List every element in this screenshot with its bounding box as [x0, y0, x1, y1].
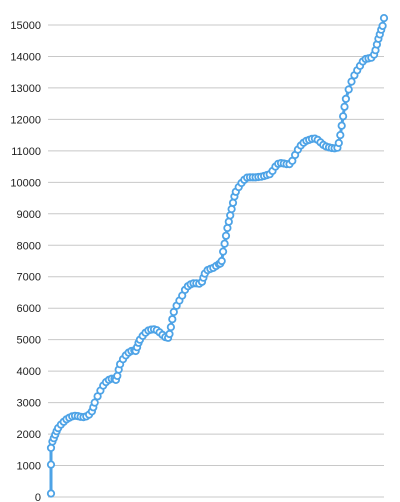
- data-point: [113, 371, 122, 380]
- y-tick-label: 1000: [17, 461, 41, 473]
- y-tick-label: 15000: [10, 20, 41, 32]
- data-point: [220, 239, 229, 248]
- y-tick-label: 2000: [17, 429, 41, 441]
- gridlines: [48, 24, 384, 498]
- y-tick-label: 9000: [17, 209, 41, 221]
- y-tick-label: 0: [35, 492, 41, 502]
- data-point: [168, 315, 177, 324]
- data-point: [378, 21, 387, 30]
- y-tick-label: 10000: [10, 177, 41, 189]
- data-point: [224, 217, 233, 226]
- y-tick-label: 5000: [17, 335, 41, 347]
- data-point: [223, 223, 232, 233]
- data-point: [166, 322, 175, 332]
- y-tick-label: 8000: [17, 240, 41, 252]
- y-tick-label: 13000: [10, 83, 41, 95]
- data-point: [46, 460, 56, 469]
- data-point: [344, 85, 353, 94]
- data-point: [228, 198, 238, 207]
- data-point: [90, 398, 99, 407]
- y-tick-label: 14000: [10, 51, 41, 63]
- data-point: [165, 329, 174, 339]
- y-tick-label: 7000: [17, 272, 41, 284]
- y-tick-label: 12000: [10, 114, 41, 126]
- data-point: [338, 112, 348, 121]
- data-point: [169, 307, 178, 317]
- series-markers: [46, 14, 389, 498]
- y-tick-label: 6000: [17, 303, 41, 315]
- series-path: [49, 17, 386, 494]
- y-axis-tick-labels: 0 1000 2000 3000 4000 5000 6000 7000 8000 9000 100…: [10, 20, 41, 502]
- data-point: [217, 256, 226, 266]
- data-point: [379, 14, 389, 23]
- series-line: [49, 17, 386, 494]
- data-point: [46, 489, 56, 498]
- data-point: [227, 205, 236, 214]
- data-point: [341, 94, 350, 104]
- data-point: [337, 121, 346, 130]
- data-point: [219, 247, 228, 256]
- data-point: [347, 77, 356, 86]
- data-point: [221, 231, 231, 240]
- data-point: [334, 138, 343, 148]
- y-tick-label: 4000: [17, 366, 41, 378]
- data-point: [340, 102, 349, 111]
- data-point: [336, 131, 345, 140]
- data-point: [46, 443, 56, 452]
- y-tick-label: 3000: [17, 398, 41, 410]
- data-point: [226, 211, 235, 220]
- y-tick-label: 11000: [11, 146, 41, 158]
